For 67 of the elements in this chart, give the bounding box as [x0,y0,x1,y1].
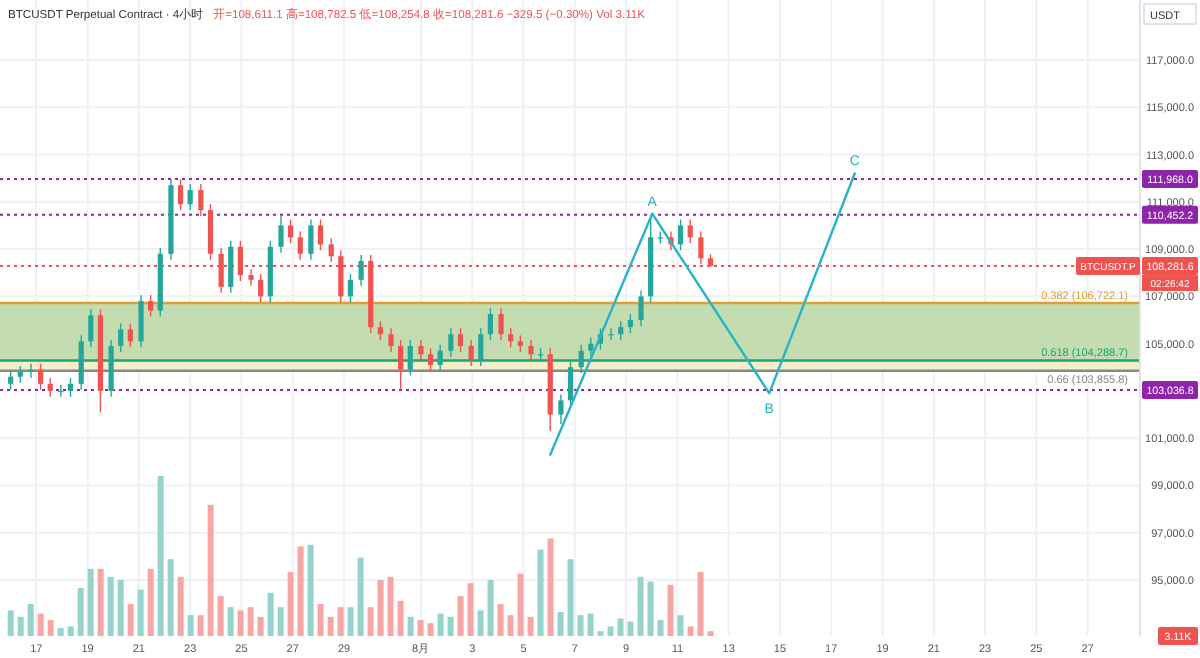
bar [337,607,344,636]
bar [347,607,354,636]
bar [167,559,174,636]
bar [47,620,54,636]
bar [237,610,244,636]
bar [447,616,454,636]
bar [617,618,624,636]
bar [487,580,494,636]
bar [127,604,134,636]
bar [517,573,524,636]
bar [507,615,514,636]
bar [377,580,384,636]
bar [367,607,374,636]
bar [277,607,284,636]
bar [477,610,484,636]
bar [97,568,104,636]
bar [357,557,364,636]
bar [287,572,294,636]
bar [117,580,124,636]
bar [37,613,44,636]
bar [87,568,94,636]
bar [627,621,634,636]
bar [417,620,424,636]
bar [57,628,64,636]
bar [667,584,674,636]
bar [27,604,34,636]
bar [247,607,254,636]
bar [557,612,564,636]
bar [467,583,474,636]
bar [587,613,594,636]
bar [457,596,464,636]
bar [387,576,394,636]
bar [107,576,114,636]
bar [497,604,504,636]
bar [527,616,534,636]
bar [647,581,654,636]
bar [267,592,274,636]
bar [147,568,154,636]
bar [537,549,544,636]
bar [437,613,444,636]
bar [177,576,184,636]
bar [297,546,304,636]
bar [327,616,334,636]
bar [207,504,214,636]
bar [307,544,314,636]
bar [657,620,664,636]
bar [7,610,14,636]
bar [157,476,164,636]
bar [197,615,204,636]
bar [17,616,24,636]
bar [677,615,684,636]
bar [407,616,414,636]
bar [577,615,584,636]
bar [257,616,264,636]
bar [77,588,84,636]
bar [217,596,224,636]
bar [317,604,324,636]
bar [607,626,614,636]
bar [397,600,404,636]
bar [187,615,194,636]
bar [227,607,234,636]
bar [547,538,554,636]
bar [67,626,74,636]
bar [567,559,574,636]
bar [427,623,434,636]
bar [137,589,144,636]
bar [637,576,644,636]
